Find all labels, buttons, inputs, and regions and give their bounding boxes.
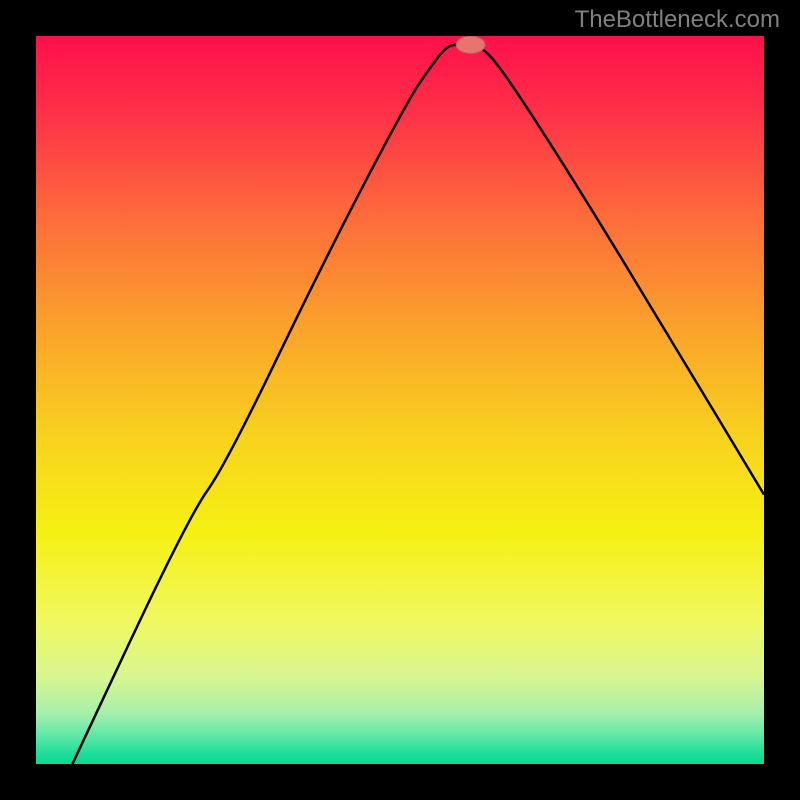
plot-area: [36, 36, 764, 764]
optimal-point-marker: [456, 36, 485, 53]
chart-frame: TheBottleneck.com: [0, 0, 800, 800]
curve-line: [72, 45, 764, 764]
bottleneck-curve: [36, 36, 764, 764]
watermark-text: TheBottleneck.com: [575, 6, 780, 34]
